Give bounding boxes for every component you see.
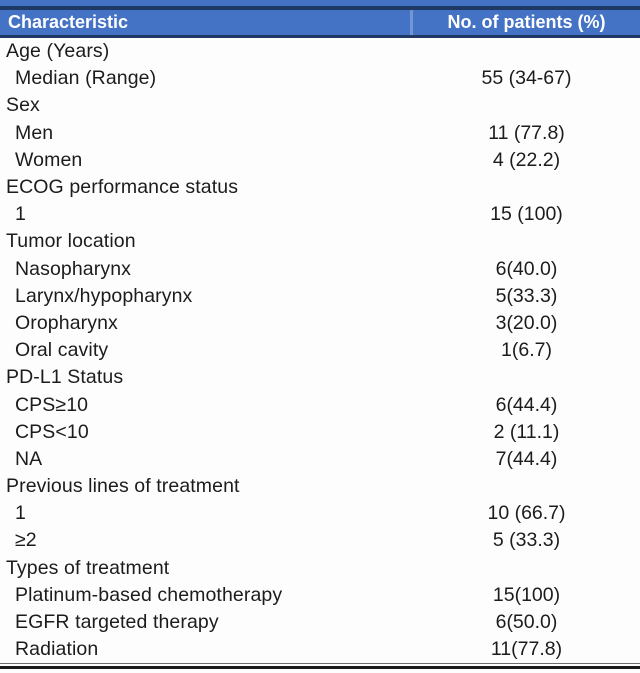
table-row: Oropharynx 3(20.0) (0, 310, 640, 337)
row-label: Larynx/hypopharynx (15, 284, 193, 307)
row-label: Tumor location (6, 230, 136, 253)
table-row: Women 4 (22.2) (0, 147, 640, 174)
row-label: Types of treatment (6, 556, 170, 579)
row-value: 1(6.7) (501, 339, 552, 362)
row-value: 15(100) (492, 583, 561, 606)
row-value: 11(77.8) (490, 638, 563, 661)
row-value: 3(20.0) (495, 311, 558, 334)
table-row: Larynx/hypopharynx 5(33.3) (0, 283, 640, 310)
table-body: Age (Years) Median (Range) 55 (34-67) Se… (0, 38, 640, 663)
row-label: ECOG performance status (6, 176, 239, 199)
row-value: 7(44.4) (495, 447, 558, 470)
table-row: Oral cavity 1(6.7) (0, 337, 640, 364)
row-value: 55 (34-67) (481, 67, 572, 90)
table-row: Tumor location (0, 228, 640, 255)
row-label: Oral cavity (15, 339, 109, 362)
row-value: 5(33.3) (495, 284, 558, 307)
row-label: Radiation (15, 638, 99, 661)
table-bottom-border (0, 663, 640, 670)
row-label: ≥2 (15, 529, 37, 552)
table-row: 1 15 (100) (0, 201, 640, 228)
table-row: EGFR targeted therapy 6(50.0) (0, 609, 640, 636)
row-label: CPS≥10 (15, 393, 89, 416)
table-row: 1 10 (66.7) (0, 500, 640, 527)
table-top-strip (0, 0, 640, 10)
row-label: Men (15, 121, 54, 144)
row-value: 5 (33.3) (492, 529, 561, 552)
row-label: 1 (15, 502, 26, 525)
column-header-characteristic: Characteristic (8, 12, 129, 32)
table-row: Men 11 (77.8) (0, 120, 640, 147)
row-label: PD-L1 Status (6, 366, 124, 389)
row-label: Women (15, 148, 83, 171)
table-row: Nasopharynx 6(40.0) (0, 256, 640, 283)
row-value: 10 (66.7) (487, 502, 566, 525)
row-value: 6(44.4) (495, 393, 558, 416)
row-label: Age (Years) (6, 40, 110, 63)
row-label: 1 (15, 203, 26, 226)
column-header-no-of-patients: No. of patients (%) (447, 12, 606, 32)
row-label: CPS<10 (15, 420, 89, 443)
table-row: PD-L1 Status (0, 364, 640, 391)
row-value: 6(40.0) (495, 257, 558, 280)
row-value: 15 (100) (490, 203, 563, 226)
table-row: Platinum-based chemotherapy 15(100) (0, 582, 640, 609)
row-label: Nasopharynx (15, 257, 131, 280)
header-column-divider (410, 10, 413, 35)
row-label: EGFR targeted therapy (15, 611, 219, 634)
row-label: Oropharynx (15, 311, 118, 334)
table-row: Sex (0, 92, 640, 119)
table-row: ≥2 5 (33.3) (0, 527, 640, 554)
table-row: Previous lines of treatment (0, 473, 640, 500)
table-row: ECOG performance status (0, 174, 640, 201)
table-header-row: Characteristic No. of patients (%) (0, 10, 640, 38)
row-value: 6(50.0) (495, 611, 558, 634)
row-value: 11 (77.8) (488, 121, 565, 144)
row-label: Previous lines of treatment (6, 475, 240, 498)
table-row: Radiation 11(77.8) (0, 636, 640, 663)
table-row: NA 7(44.4) (0, 446, 640, 473)
table-row: Age (Years) (0, 38, 640, 65)
table-row: Median (Range) 55 (34-67) (0, 65, 640, 92)
row-value: 4 (22.2) (492, 148, 561, 171)
row-label: Sex (6, 94, 40, 117)
table-row: CPS<10 2 (11.1) (0, 419, 640, 446)
row-label: Platinum-based chemotherapy (15, 583, 283, 606)
row-value: 2 (11.1) (493, 420, 560, 443)
row-label: Median (Range) (15, 67, 157, 90)
table-row: Types of treatment (0, 555, 640, 582)
row-label: NA (15, 447, 43, 470)
table-row: CPS≥10 6(44.4) (0, 391, 640, 418)
